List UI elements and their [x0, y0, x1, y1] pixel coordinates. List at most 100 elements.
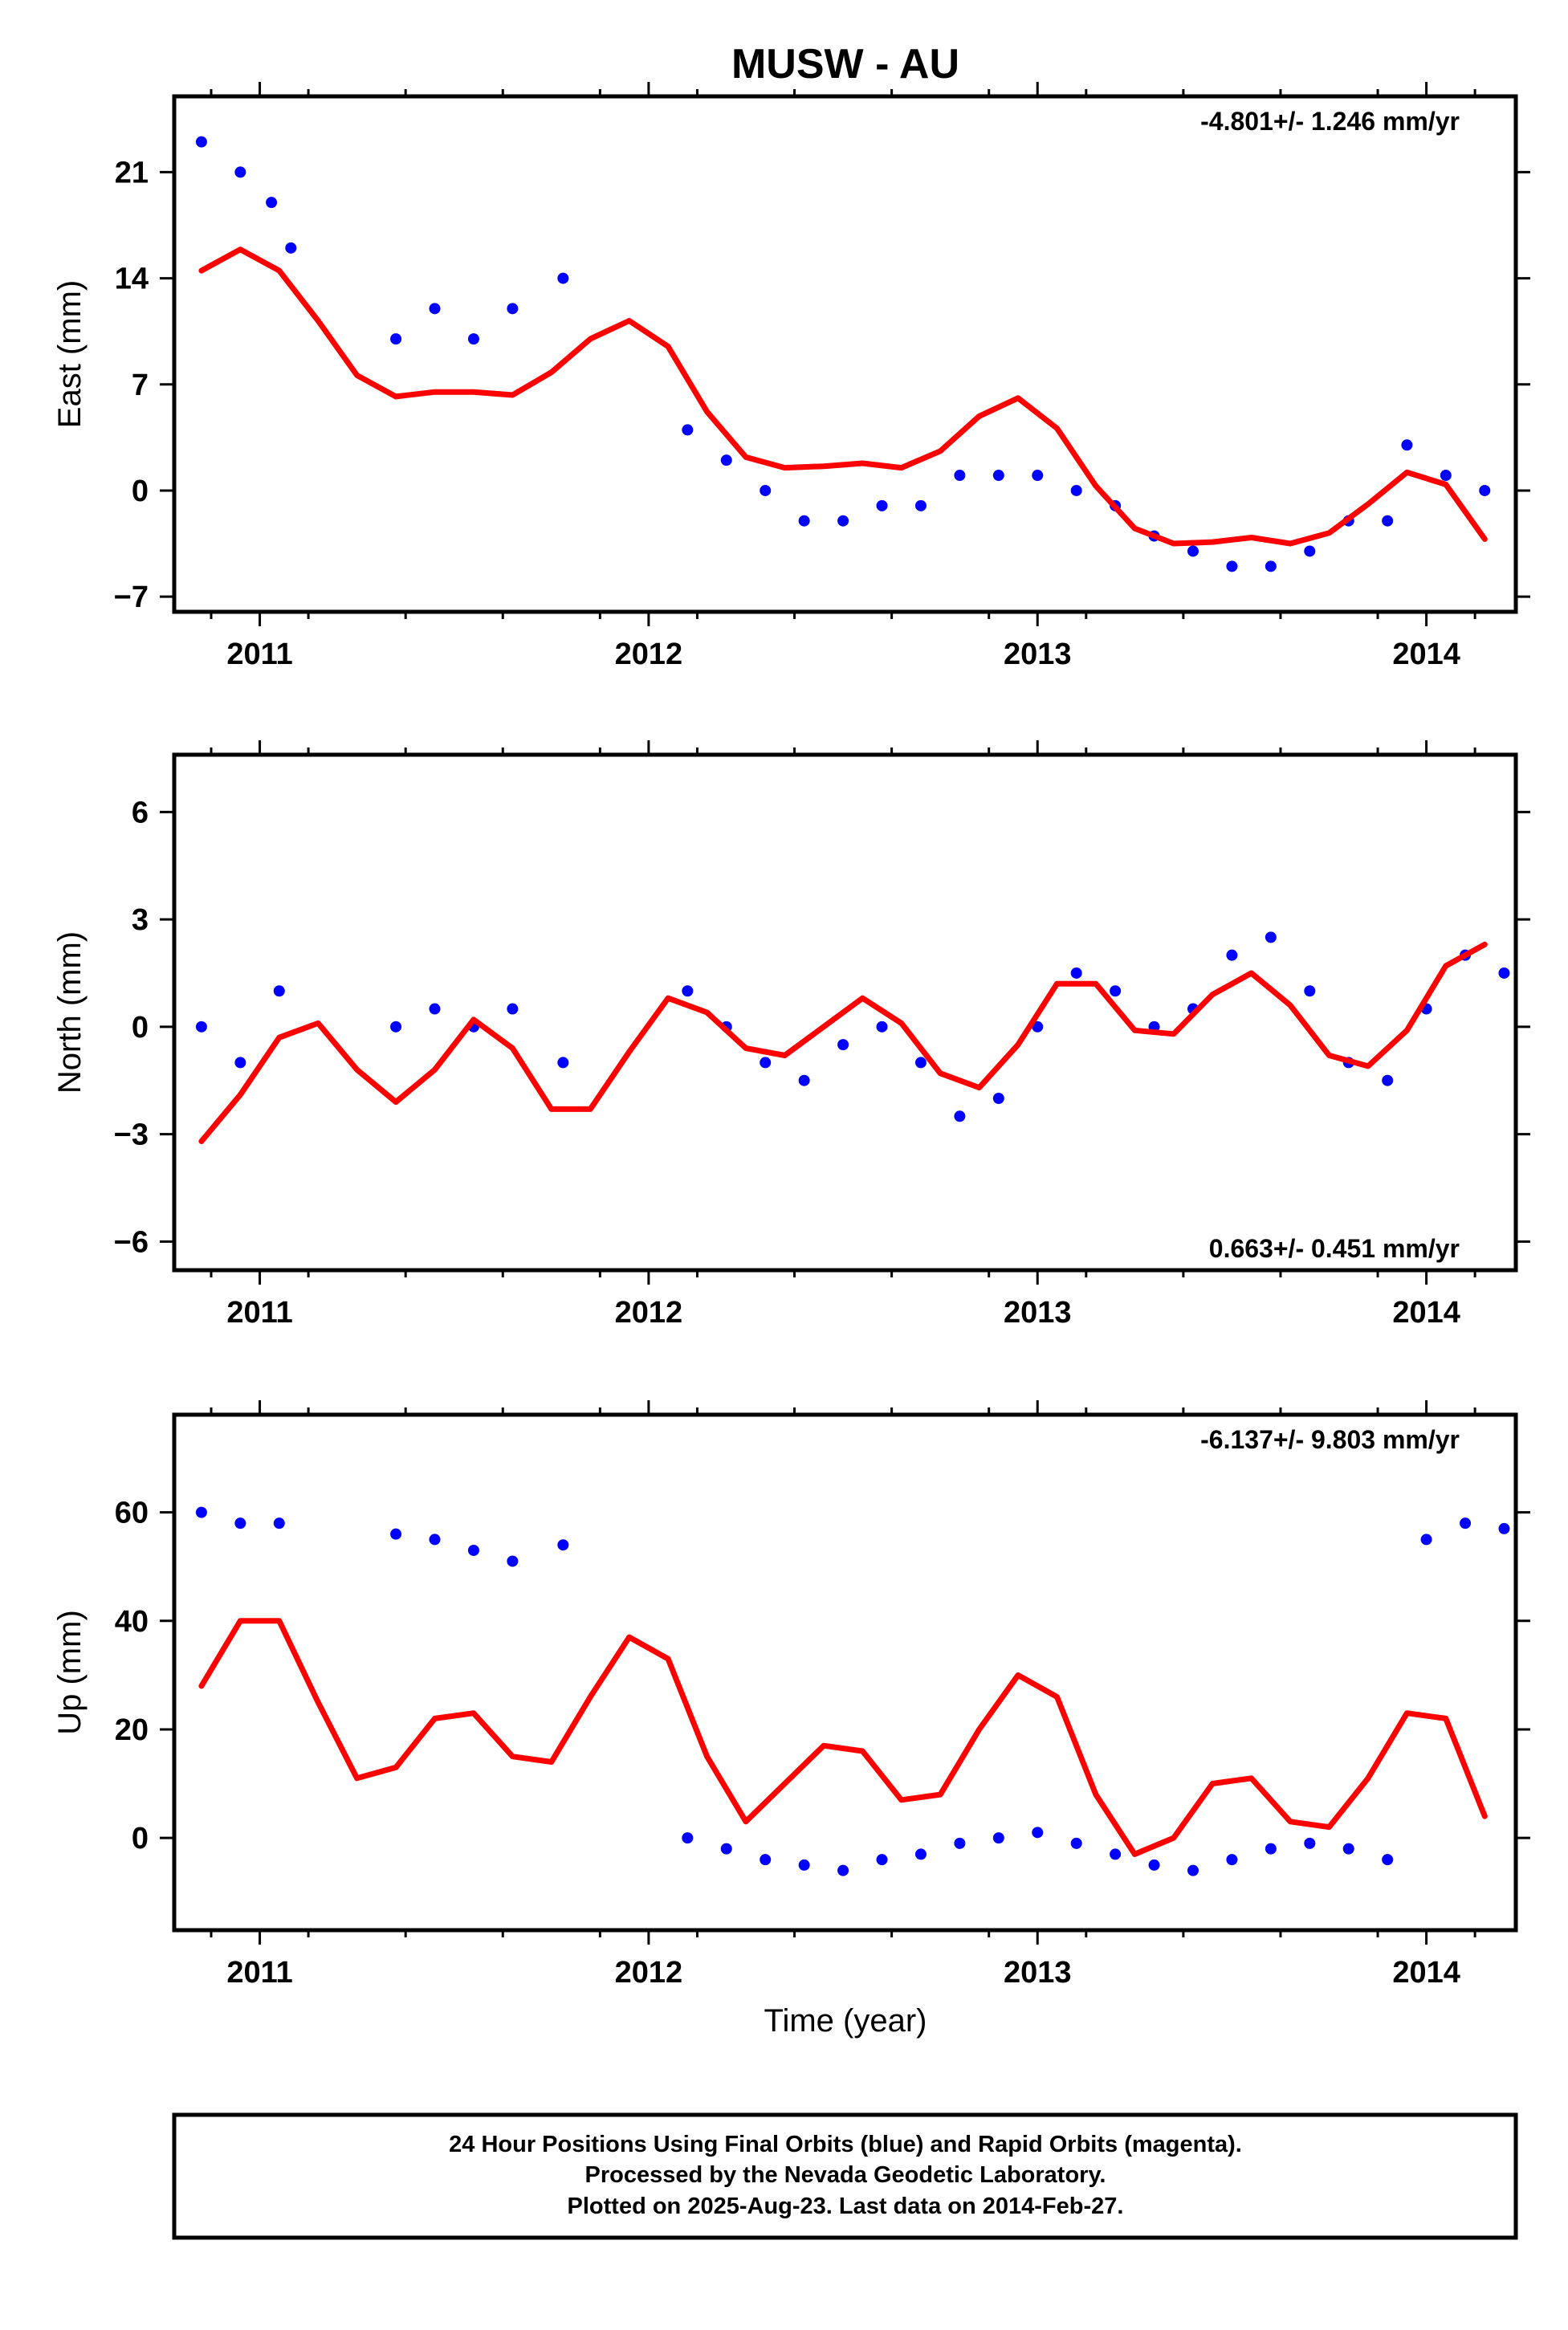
data-point [1265, 931, 1277, 943]
data-point [1265, 1843, 1277, 1855]
data-point [1479, 484, 1491, 496]
data-point [914, 1057, 927, 1069]
chart-title: MUSW - AU [731, 41, 959, 88]
data-point [195, 136, 207, 148]
x-tick-label: 2013 [1004, 1296, 1072, 1330]
up-panel: 2011 2012 2013 2014 0 20 40 60 Up (mm) -6.137+/- … [52, 1400, 1530, 1990]
data-point [992, 1832, 1004, 1844]
data-point [1304, 545, 1316, 557]
data-point [682, 424, 694, 436]
data-point [1226, 949, 1238, 961]
plot-frame [172, 1412, 1518, 1933]
data-point [234, 1517, 246, 1530]
data-point [285, 242, 297, 254]
x-tick-label: 2014 [1392, 1296, 1460, 1330]
data-point [1498, 1522, 1510, 1534]
footer-box [172, 2112, 1518, 2240]
data-point [1440, 470, 1452, 482]
y-tick-label: −3 [114, 1118, 149, 1152]
data-point [273, 1517, 285, 1530]
y-tick-label: −6 [114, 1225, 149, 1259]
y-tick-label: 7 [132, 369, 149, 402]
y-tick-label: 14 [115, 263, 149, 296]
data-point [1304, 985, 1316, 997]
y-tick-label: 6 [132, 796, 149, 829]
x-tick-label: 2012 [615, 1296, 683, 1330]
data-point [1070, 967, 1082, 979]
data-point [682, 985, 694, 997]
y-tick-label: 40 [115, 1605, 149, 1639]
data-point [195, 1020, 207, 1033]
x-tick-label: 2013 [1004, 1956, 1072, 1990]
data-point [992, 1093, 1004, 1104]
data-point [720, 1843, 732, 1855]
data-point [507, 303, 519, 315]
data-point [954, 1110, 966, 1122]
data-point [1420, 1534, 1432, 1546]
data-point [798, 1859, 810, 1871]
model-fit-line [198, 1618, 1488, 1857]
y-tick-label: 21 [115, 156, 149, 189]
data-point [429, 1003, 441, 1015]
x-tick-label: 2012 [615, 637, 683, 671]
data-point [1401, 439, 1413, 451]
data-point [1032, 1827, 1044, 1839]
data-point [954, 470, 966, 482]
data-point [914, 1848, 927, 1860]
data-point [837, 515, 849, 527]
data-point [195, 1506, 207, 1518]
data-point [1110, 1848, 1122, 1860]
data-point [876, 1854, 888, 1866]
data-point [1382, 1074, 1394, 1086]
data-point [234, 1057, 246, 1069]
north-panel: 2011 2012 2013 2014 −6 −3 0 3 6 North (mm) 0.663+/… [52, 740, 1530, 1330]
x-tick-label: 2011 [226, 637, 292, 671]
data-point [760, 484, 772, 496]
data-point [467, 1544, 479, 1556]
data-point [273, 985, 285, 997]
data-point [798, 515, 810, 527]
data-point [1110, 985, 1122, 997]
data-point [507, 1003, 519, 1015]
data-point [1032, 470, 1044, 482]
model-fit-line [198, 246, 1488, 547]
x-tick-label: 2014 [1392, 1956, 1460, 1990]
data-point [798, 1074, 810, 1086]
data-point [390, 333, 402, 345]
footer-line-3: Plotted on 2025-Aug-23. Last data on 201… [568, 2194, 1124, 2219]
y-tick-label: −7 [114, 580, 149, 614]
data-point [992, 470, 1004, 482]
data-point [1498, 967, 1510, 979]
data-point [1070, 484, 1082, 496]
data-point [720, 454, 732, 466]
data-point [429, 1534, 441, 1546]
data-point [1226, 560, 1238, 572]
y-tick-label: 0 [132, 1822, 149, 1855]
data-point [557, 1057, 569, 1069]
y-axis-label: Up (mm) [52, 1610, 88, 1735]
x-axis-label: Time (year) [764, 2003, 927, 2039]
rate-label: 0.663+/- 0.451 mm/yr [1209, 1234, 1460, 1263]
footer-line-2: Processed by the Nevada Geodetic Laborat… [585, 2162, 1106, 2188]
data-point [429, 303, 441, 315]
x-tick-label: 2011 [226, 1956, 292, 1990]
plot-frame [172, 752, 1518, 1273]
footer-line-1: 24 Hour Positions Using Final Orbits (bl… [449, 2132, 1242, 2157]
data-point [760, 1057, 772, 1069]
data-point [837, 1864, 849, 1876]
x-tick-label: 2014 [1392, 637, 1460, 671]
data-point [1382, 515, 1394, 527]
data-point [760, 1854, 772, 1866]
data-point [1187, 1864, 1199, 1876]
data-point [1382, 1854, 1394, 1866]
data-point [1187, 545, 1199, 557]
data-point [837, 1039, 849, 1051]
data-point [557, 1539, 569, 1551]
data-point [507, 1555, 519, 1567]
data-point [1032, 1020, 1044, 1033]
data-point [1460, 1517, 1472, 1530]
y-tick-label: 3 [132, 903, 149, 937]
x-tick-label: 2012 [615, 1956, 683, 1990]
y-tick-label: 60 [115, 1497, 149, 1530]
